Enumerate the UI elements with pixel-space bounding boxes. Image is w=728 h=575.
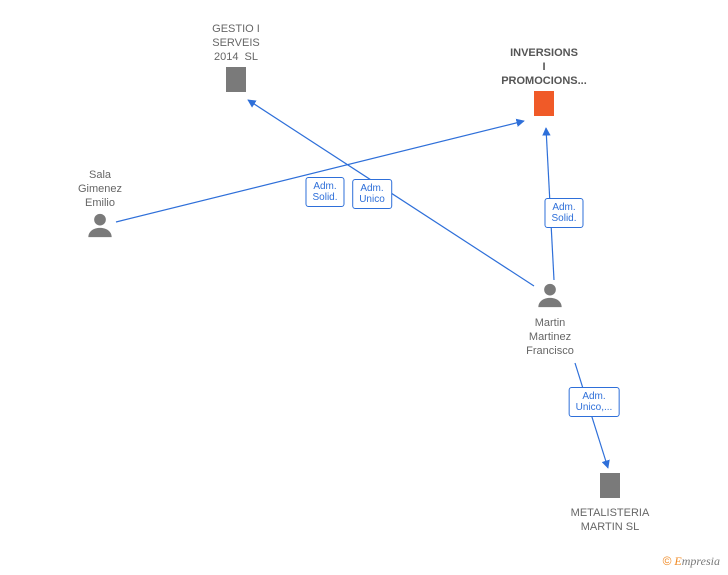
building-icon: [221, 65, 251, 100]
edge-label-martin-inversions: Adm. Solid.: [544, 198, 583, 228]
edge-label-sala-inversions: Adm. Solid.: [305, 177, 344, 207]
brand-first: E: [674, 554, 681, 568]
person-icon: [536, 282, 564, 315]
node-label-sala: Sala Gimenez Emilio: [50, 168, 150, 210]
edge-label-martin-gestio: Adm. Unico: [352, 179, 392, 209]
node-label-metal: METALISTERIA MARTIN SL: [560, 506, 660, 534]
node-label-gestio: GESTIO I SERVEIS 2014 SL: [186, 22, 286, 64]
building-icon: [595, 471, 625, 506]
edge-label-martin-metal: Adm. Unico,...: [569, 387, 620, 417]
relationship-diagram: Adm. Solid. Adm. Unico Adm. Solid. Adm. …: [0, 0, 728, 575]
building-icon: [529, 89, 559, 124]
node-label-martin: Martin Martinez Francisco: [500, 316, 600, 358]
node-label-inversions: INVERSIONS I PROMOCIONS...: [494, 46, 594, 88]
copyright-symbol: ©: [663, 554, 672, 568]
copyright: ©Empresia: [663, 554, 720, 569]
person-icon: [86, 212, 114, 245]
brand-rest: mpresia: [682, 554, 720, 568]
